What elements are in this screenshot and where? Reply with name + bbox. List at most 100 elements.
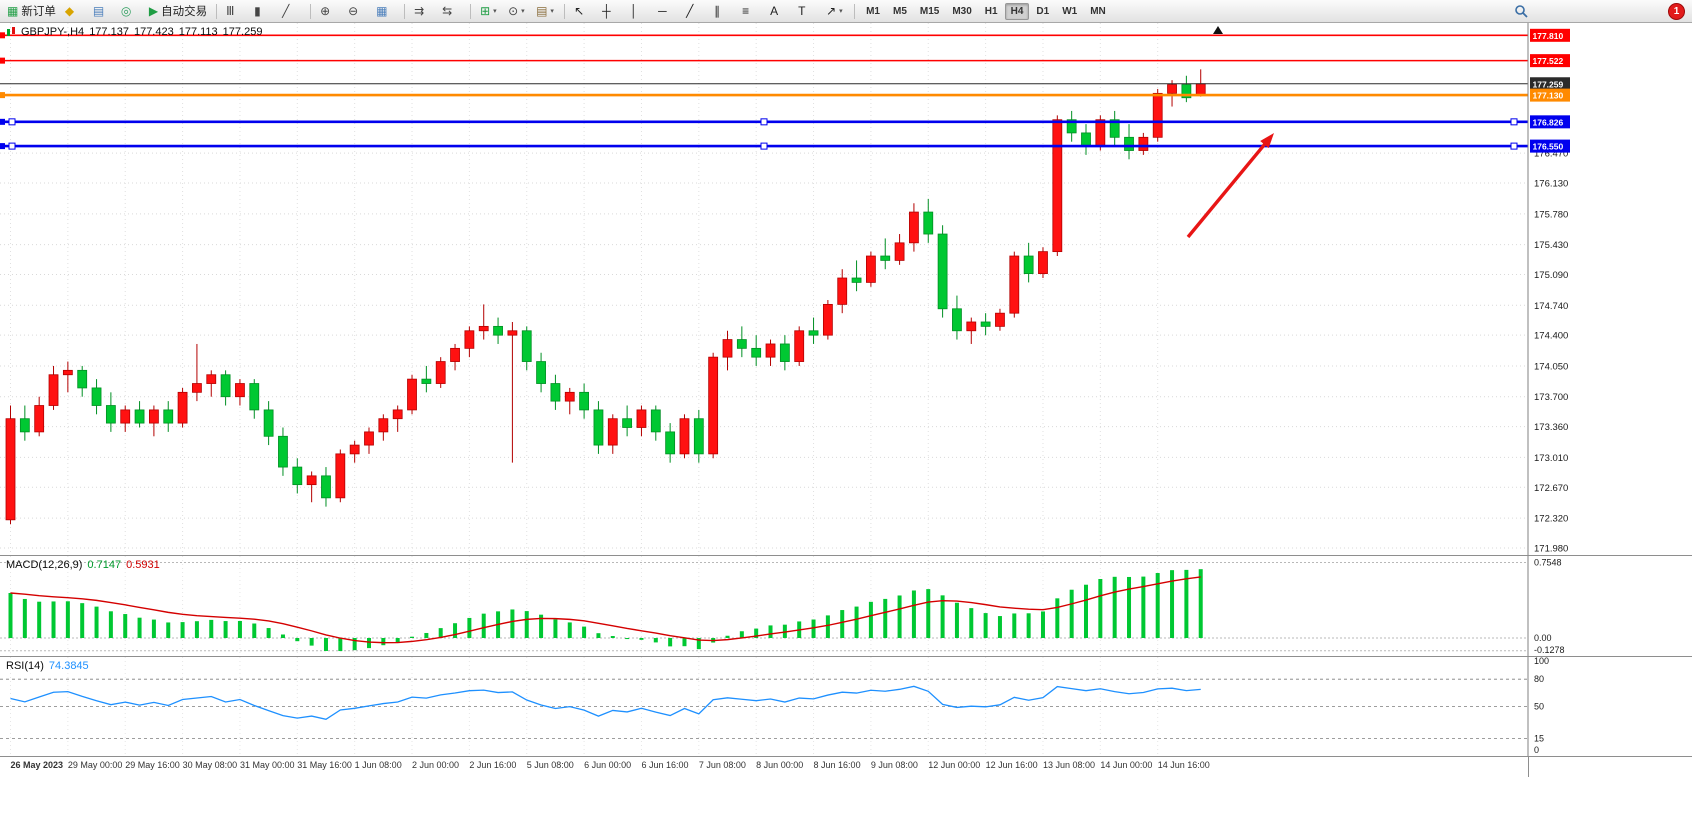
timeframe-mn[interactable]: MN: [1090, 5, 1106, 17]
bear-candle: [1109, 119, 1120, 138]
macd-histogram-bar: [840, 610, 845, 638]
horizontal-line-icon: ─: [658, 4, 667, 18]
chart-profiles-button[interactable]: ◆: [61, 1, 88, 22]
macd-histogram-bar: [51, 601, 56, 638]
timeframe-m15[interactable]: M15: [919, 5, 940, 17]
chart-shift-button[interactable]: ⇆: [438, 1, 465, 22]
text-label-button[interactable]: T: [794, 1, 821, 22]
text-button[interactable]: A: [766, 1, 793, 22]
macd-axis-label: 0.7548: [1534, 558, 1562, 568]
bull-candle: [909, 211, 919, 244]
navigator-button[interactable]: ◎: [117, 1, 144, 22]
macd-canvas: 0.7548 0.00 -0.1278: [0, 556, 1565, 656]
horizontal-line-button[interactable]: ─: [654, 1, 681, 22]
periods-icon: ⊙: [508, 4, 519, 18]
bull-candle: [722, 339, 733, 358]
macd-axis-label: -0.1278: [1534, 645, 1565, 655]
line-chart-button[interactable]: ╱: [278, 1, 305, 22]
bull-candle: [995, 312, 1005, 327]
line-selection-handle[interactable]: [760, 142, 768, 150]
bull-candle: [335, 453, 346, 499]
price-axis-label: 173.700: [1534, 392, 1568, 403]
bull-candle: [1038, 251, 1048, 275]
market-watch-icon: ▤: [92, 4, 105, 18]
line-selection-handle[interactable]: [760, 118, 768, 126]
time-axis[interactable]: 26 May 2023 29 May 00:00 29 May 16:00 30 Ma…: [0, 756, 1692, 777]
macd-histogram-bar: [1026, 613, 1031, 638]
price-axis-label: 174.400: [1534, 331, 1568, 342]
bull-candle: [34, 405, 45, 433]
macd-indicator-panel[interactable]: 0.7548 0.00 -0.1278 MACD(12,26,9) 0.7147 0…: [0, 555, 1692, 656]
line-selection-handle[interactable]: [1510, 142, 1518, 150]
arrow-head-icon: [1260, 133, 1274, 149]
fibonacci-button[interactable]: ≡: [738, 1, 765, 22]
price-tag-label: 177.810: [1533, 31, 1564, 41]
candlestick-chart-button[interactable]: ▮: [250, 1, 277, 22]
vertical-line-button[interactable]: │: [626, 1, 653, 22]
macd-main-value: 0.7147: [87, 559, 122, 571]
timeframe-h1[interactable]: H1: [984, 5, 998, 17]
timeframe-m1[interactable]: M1: [866, 5, 880, 17]
bull-candle: [62, 369, 73, 376]
line-left-anchor: [0, 92, 5, 99]
macd-histogram-bar: [481, 613, 486, 638]
auto-trading-button[interactable]: ▶ 自动交易: [145, 1, 211, 22]
macd-histogram-bar: [897, 595, 902, 638]
cursor-button[interactable]: ↖: [570, 1, 597, 22]
tile-windows-button[interactable]: ▦: [372, 1, 399, 22]
timeframe-m30[interactable]: M30: [952, 5, 972, 17]
trendline-button[interactable]: ╱: [682, 1, 709, 22]
arrows-button[interactable]: ↗ ▾: [822, 1, 849, 22]
timeframe-w1[interactable]: W1: [1062, 5, 1078, 17]
macd-histogram-bar: [553, 619, 558, 638]
macd-histogram-bar: [280, 634, 285, 638]
line-selection-handle[interactable]: [8, 118, 16, 126]
top-marker-triangle-icon: [1213, 26, 1223, 34]
macd-histogram-bar: [510, 609, 515, 638]
rsi-indicator-panel[interactable]: 100 80 50 15 0 RSI(14) 74.3845: [0, 656, 1692, 756]
auto-scroll-button[interactable]: ⇉: [410, 1, 437, 22]
templates-button[interactable]: ▤ ▾: [532, 1, 559, 22]
timeframe-h4[interactable]: H4: [1004, 2, 1030, 20]
bull-candle: [1095, 119, 1106, 147]
new-order-button-label: 新订单: [21, 6, 56, 18]
macd-histogram-bar: [768, 625, 773, 638]
channel-button[interactable]: ∥: [710, 1, 737, 22]
periods-button[interactable]: ⊙ ▾: [504, 1, 531, 22]
new-order-icon: ▦: [7, 4, 19, 18]
bear-candle: [521, 330, 532, 362]
zoom-in-icon: ⊕: [320, 4, 331, 18]
zoom-in-button[interactable]: ⊕: [316, 1, 343, 22]
bar-chart-button[interactable]: Ⅲ: [222, 1, 249, 22]
price-axis-label: 171.980: [1534, 543, 1568, 554]
rsi-axis-label: 80: [1534, 674, 1544, 684]
timeframe-m5[interactable]: M5: [892, 5, 907, 17]
line-selection-handle[interactable]: [8, 142, 16, 150]
macd-histogram-bar: [8, 593, 13, 638]
line-selection-handle[interactable]: [1510, 118, 1518, 126]
rsi-axis-label: 0: [1534, 745, 1539, 755]
notification-badge[interactable]: 1: [1668, 2, 1685, 20]
bull-candle: [48, 374, 59, 406]
bear-candle: [1023, 255, 1034, 275]
macd-histogram-bar: [166, 622, 171, 638]
toolbar-separator: [564, 3, 566, 19]
bull-candle: [235, 383, 245, 398]
price-chart-canvas[interactable]: 176.470 176.130 175.780 175.430 175.090 174.7…: [0, 23, 1692, 555]
crosshair-button[interactable]: ┼: [598, 1, 625, 22]
new-order-button[interactable]: ▦ 新订单: [3, 1, 60, 22]
market-watch-button[interactable]: ▤: [89, 1, 116, 22]
time-axis-label: 8 Jun 16:00: [813, 760, 861, 770]
macd-histogram-bar: [582, 626, 587, 638]
timeframe-d1[interactable]: D1: [1036, 5, 1050, 17]
bear-candle: [851, 277, 862, 283]
zoom-out-button[interactable]: ⊖: [344, 1, 371, 22]
price-chart-panel[interactable]: 176.470 176.130 175.780 175.430 175.090 174.7…: [0, 23, 1692, 555]
macd-histogram-bar: [338, 638, 343, 652]
rsi-line: [10, 685, 1201, 720]
bear-candle: [693, 418, 704, 455]
indicators-button[interactable]: ⊞ ▾: [476, 1, 503, 22]
search-button[interactable]: [1514, 4, 1528, 18]
trend-arrow-line[interactable]: [1186, 138, 1270, 239]
price-axis-label: 175.430: [1534, 240, 1568, 251]
